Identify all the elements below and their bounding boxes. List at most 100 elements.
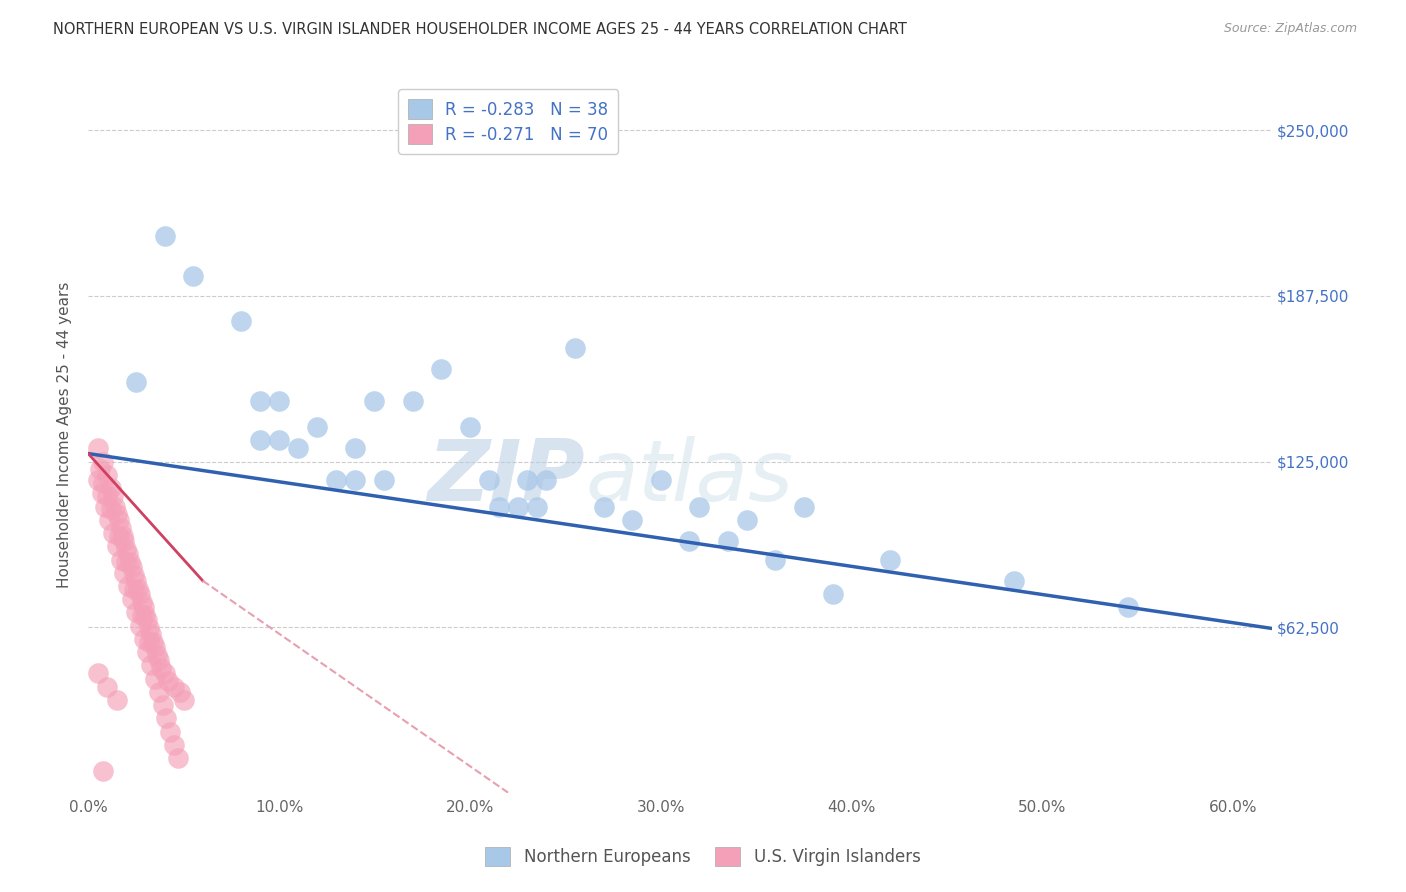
Point — [307, 420, 329, 434]
Point — [101, 489, 124, 503]
Point — [163, 738, 186, 752]
Point — [267, 393, 290, 408]
Point — [100, 502, 122, 516]
Point — [401, 393, 423, 408]
Point — [115, 555, 138, 569]
Point — [249, 434, 271, 448]
Point — [373, 473, 395, 487]
Point — [138, 634, 160, 648]
Point — [430, 361, 453, 376]
Point — [139, 626, 162, 640]
Point — [1118, 600, 1140, 615]
Point — [117, 547, 139, 561]
Text: NORTHERN EUROPEAN VS U.S. VIRGIN ISLANDER HOUSEHOLDER INCOME AGES 25 - 44 YEARS : NORTHERN EUROPEAN VS U.S. VIRGIN ISLANDE… — [53, 22, 907, 37]
Point — [121, 560, 143, 574]
Point — [143, 672, 166, 686]
Point — [139, 658, 162, 673]
Point — [107, 513, 129, 527]
Point — [169, 685, 191, 699]
Point — [94, 500, 117, 514]
Point — [735, 513, 758, 527]
Point — [650, 473, 672, 487]
Point — [111, 529, 134, 543]
Text: ZIP: ZIP — [427, 436, 585, 519]
Point — [1002, 574, 1025, 588]
Point — [89, 462, 111, 476]
Point — [128, 587, 150, 601]
Point — [115, 541, 138, 556]
Point — [131, 595, 153, 609]
Point — [93, 454, 115, 468]
Point — [98, 513, 121, 527]
Point — [127, 582, 149, 596]
Point — [344, 473, 367, 487]
Point — [134, 608, 156, 623]
Point — [149, 661, 172, 675]
Point — [110, 552, 132, 566]
Point — [229, 314, 252, 328]
Point — [163, 680, 186, 694]
Point — [86, 473, 108, 487]
Point — [267, 434, 290, 448]
Point — [763, 552, 786, 566]
Point — [122, 568, 145, 582]
Point — [287, 442, 309, 456]
Point — [110, 521, 132, 535]
Point — [143, 640, 166, 654]
Point — [125, 606, 148, 620]
Point — [142, 634, 165, 648]
Point — [96, 467, 118, 482]
Point — [506, 500, 529, 514]
Point — [678, 533, 700, 548]
Point — [93, 475, 115, 490]
Y-axis label: Householder Income Ages 25 - 44 years: Householder Income Ages 25 - 44 years — [58, 282, 72, 588]
Point — [120, 555, 142, 569]
Point — [526, 500, 548, 514]
Point — [153, 229, 176, 244]
Point — [488, 500, 510, 514]
Point — [101, 526, 124, 541]
Point — [344, 442, 367, 456]
Point — [793, 500, 815, 514]
Point — [104, 500, 127, 514]
Point — [159, 724, 181, 739]
Legend: R = -0.283   N = 38, R = -0.271   N = 70: R = -0.283 N = 38, R = -0.271 N = 70 — [398, 89, 619, 153]
Point — [592, 500, 614, 514]
Point — [105, 508, 128, 522]
Point — [688, 500, 710, 514]
Point — [132, 632, 155, 646]
Point — [148, 685, 170, 699]
Point — [157, 674, 180, 689]
Point — [325, 473, 347, 487]
Point — [105, 539, 128, 553]
Point — [138, 621, 160, 635]
Point — [146, 648, 169, 662]
Point — [716, 533, 738, 548]
Point — [516, 473, 538, 487]
Point — [132, 600, 155, 615]
Point — [155, 711, 177, 725]
Point — [86, 442, 108, 456]
Point — [536, 473, 558, 487]
Point — [879, 552, 901, 566]
Point — [107, 529, 129, 543]
Point — [148, 653, 170, 667]
Point — [167, 751, 190, 765]
Point — [621, 513, 644, 527]
Point — [125, 574, 148, 588]
Point — [117, 579, 139, 593]
Point — [131, 608, 153, 623]
Point — [112, 566, 135, 580]
Point — [96, 489, 118, 503]
Point — [122, 582, 145, 596]
Point — [96, 680, 118, 694]
Point — [90, 486, 112, 500]
Point — [121, 592, 143, 607]
Point — [249, 393, 271, 408]
Point — [152, 698, 174, 713]
Point — [100, 481, 122, 495]
Point — [136, 614, 159, 628]
Point — [86, 666, 108, 681]
Point — [125, 375, 148, 389]
Point — [821, 587, 844, 601]
